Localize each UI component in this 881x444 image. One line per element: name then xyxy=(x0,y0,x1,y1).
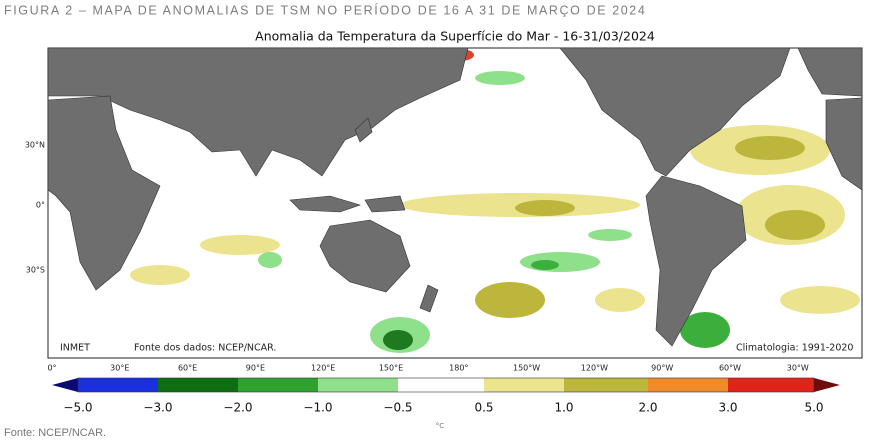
colorbar-segment xyxy=(318,378,398,392)
australia xyxy=(319,219,411,293)
latitude-label: 0° xyxy=(36,201,45,210)
cool-patch xyxy=(680,312,730,348)
source-note: Fonte: NCEP/NCAR. xyxy=(4,427,106,439)
colorbar-segment xyxy=(398,378,484,392)
colorbar-end xyxy=(52,378,78,392)
warm-patch xyxy=(780,286,860,314)
west-africa xyxy=(825,97,863,191)
colorbar-label: −5.0 xyxy=(63,401,92,415)
colorbar-segment xyxy=(158,378,238,392)
colorbar-end xyxy=(814,378,840,392)
anomaly-patches xyxy=(130,48,860,353)
warm-patch xyxy=(130,265,190,285)
japan xyxy=(354,117,373,143)
warm-patch xyxy=(765,210,825,240)
latitude-label: 30°N xyxy=(25,141,45,150)
north-america xyxy=(559,47,791,177)
longitude-label: 120°E xyxy=(311,364,335,373)
colorbar-labels: −5.0 −3.0 −2.0 −1.0 −0.5 0.5 1.0 2.0 3.0 5.0 xyxy=(63,401,823,415)
colorbar-segment xyxy=(728,378,814,392)
colorbar-label: −2.0 xyxy=(223,401,252,415)
cool-patch xyxy=(258,252,282,268)
europe xyxy=(797,47,863,97)
longitude-label: 150°E xyxy=(379,364,403,373)
warm-patch xyxy=(735,136,805,160)
eurasia xyxy=(47,47,469,177)
colorbar-frame xyxy=(77,377,815,393)
africa xyxy=(47,95,161,291)
credit: Fonte dos dados: NCEP/NCAR. xyxy=(134,343,276,354)
colorbar-label: 0.5 xyxy=(474,401,493,415)
cool-patch xyxy=(475,71,525,85)
longitude-label: 90°W xyxy=(651,364,673,373)
colorbar-segment xyxy=(238,378,318,392)
latitude-label: 30°S xyxy=(26,266,45,275)
warm-patch xyxy=(475,282,545,318)
colorbar-label: 5.0 xyxy=(804,401,823,415)
colorbar-label: −3.0 xyxy=(143,401,172,415)
longitude-labels: 0° 30°E 60°E 90°E 120°E 150°E 180° 150°W 120°W 90… xyxy=(47,364,808,373)
cool-patch xyxy=(520,252,600,272)
indonesia xyxy=(289,195,361,213)
colorbar-segment xyxy=(648,378,728,392)
south-america xyxy=(645,175,747,347)
colorbar-segment xyxy=(484,378,564,392)
latitude-labels: 30°N 0° 30°S xyxy=(25,141,45,275)
longitude-label: 30°E xyxy=(110,364,129,373)
colorbar-label: 2.0 xyxy=(638,401,657,415)
credit: INMET xyxy=(60,343,90,354)
longitude-label: 60°W xyxy=(719,364,741,373)
colorbar-label: −1.0 xyxy=(303,401,332,415)
credit: Climatologia: 1991-2020 xyxy=(736,343,853,354)
longitude-label: 120°W xyxy=(581,364,608,373)
longitude-label: 30°W xyxy=(787,364,809,373)
colorbar-segment xyxy=(78,378,158,392)
longitude-label: 180° xyxy=(449,364,468,373)
colorbar-segment xyxy=(564,378,648,392)
cool-patch xyxy=(588,229,632,241)
figure-caption: FIGURA 2 – MAPA DE ANOMALIAS DE TSM NO P… xyxy=(4,2,646,17)
colorbar-unit: °C xyxy=(436,422,445,430)
map: INMET Fonte dos dados: NCEP/NCAR. Climat… xyxy=(47,47,863,359)
longitude-label: 0° xyxy=(47,364,56,373)
longitude-label: 90°E xyxy=(246,364,265,373)
cool-patch xyxy=(383,330,413,350)
warm-patch xyxy=(595,288,645,312)
longitude-label: 60°E xyxy=(178,364,197,373)
warm-patch xyxy=(200,235,280,255)
warm-patch xyxy=(515,200,575,216)
map-title: Anomalia da Temperatura da Superfície do… xyxy=(255,29,655,44)
new-guinea xyxy=(364,195,406,213)
new-zealand xyxy=(419,284,439,313)
longitude-label: 150°W xyxy=(513,364,540,373)
land xyxy=(47,47,863,347)
colorbar-label: −0.5 xyxy=(383,401,412,415)
colorbar-label: 3.0 xyxy=(718,401,737,415)
colorbar xyxy=(52,377,840,393)
cool-patch xyxy=(531,260,559,270)
colorbar-label: 1.0 xyxy=(554,401,573,415)
